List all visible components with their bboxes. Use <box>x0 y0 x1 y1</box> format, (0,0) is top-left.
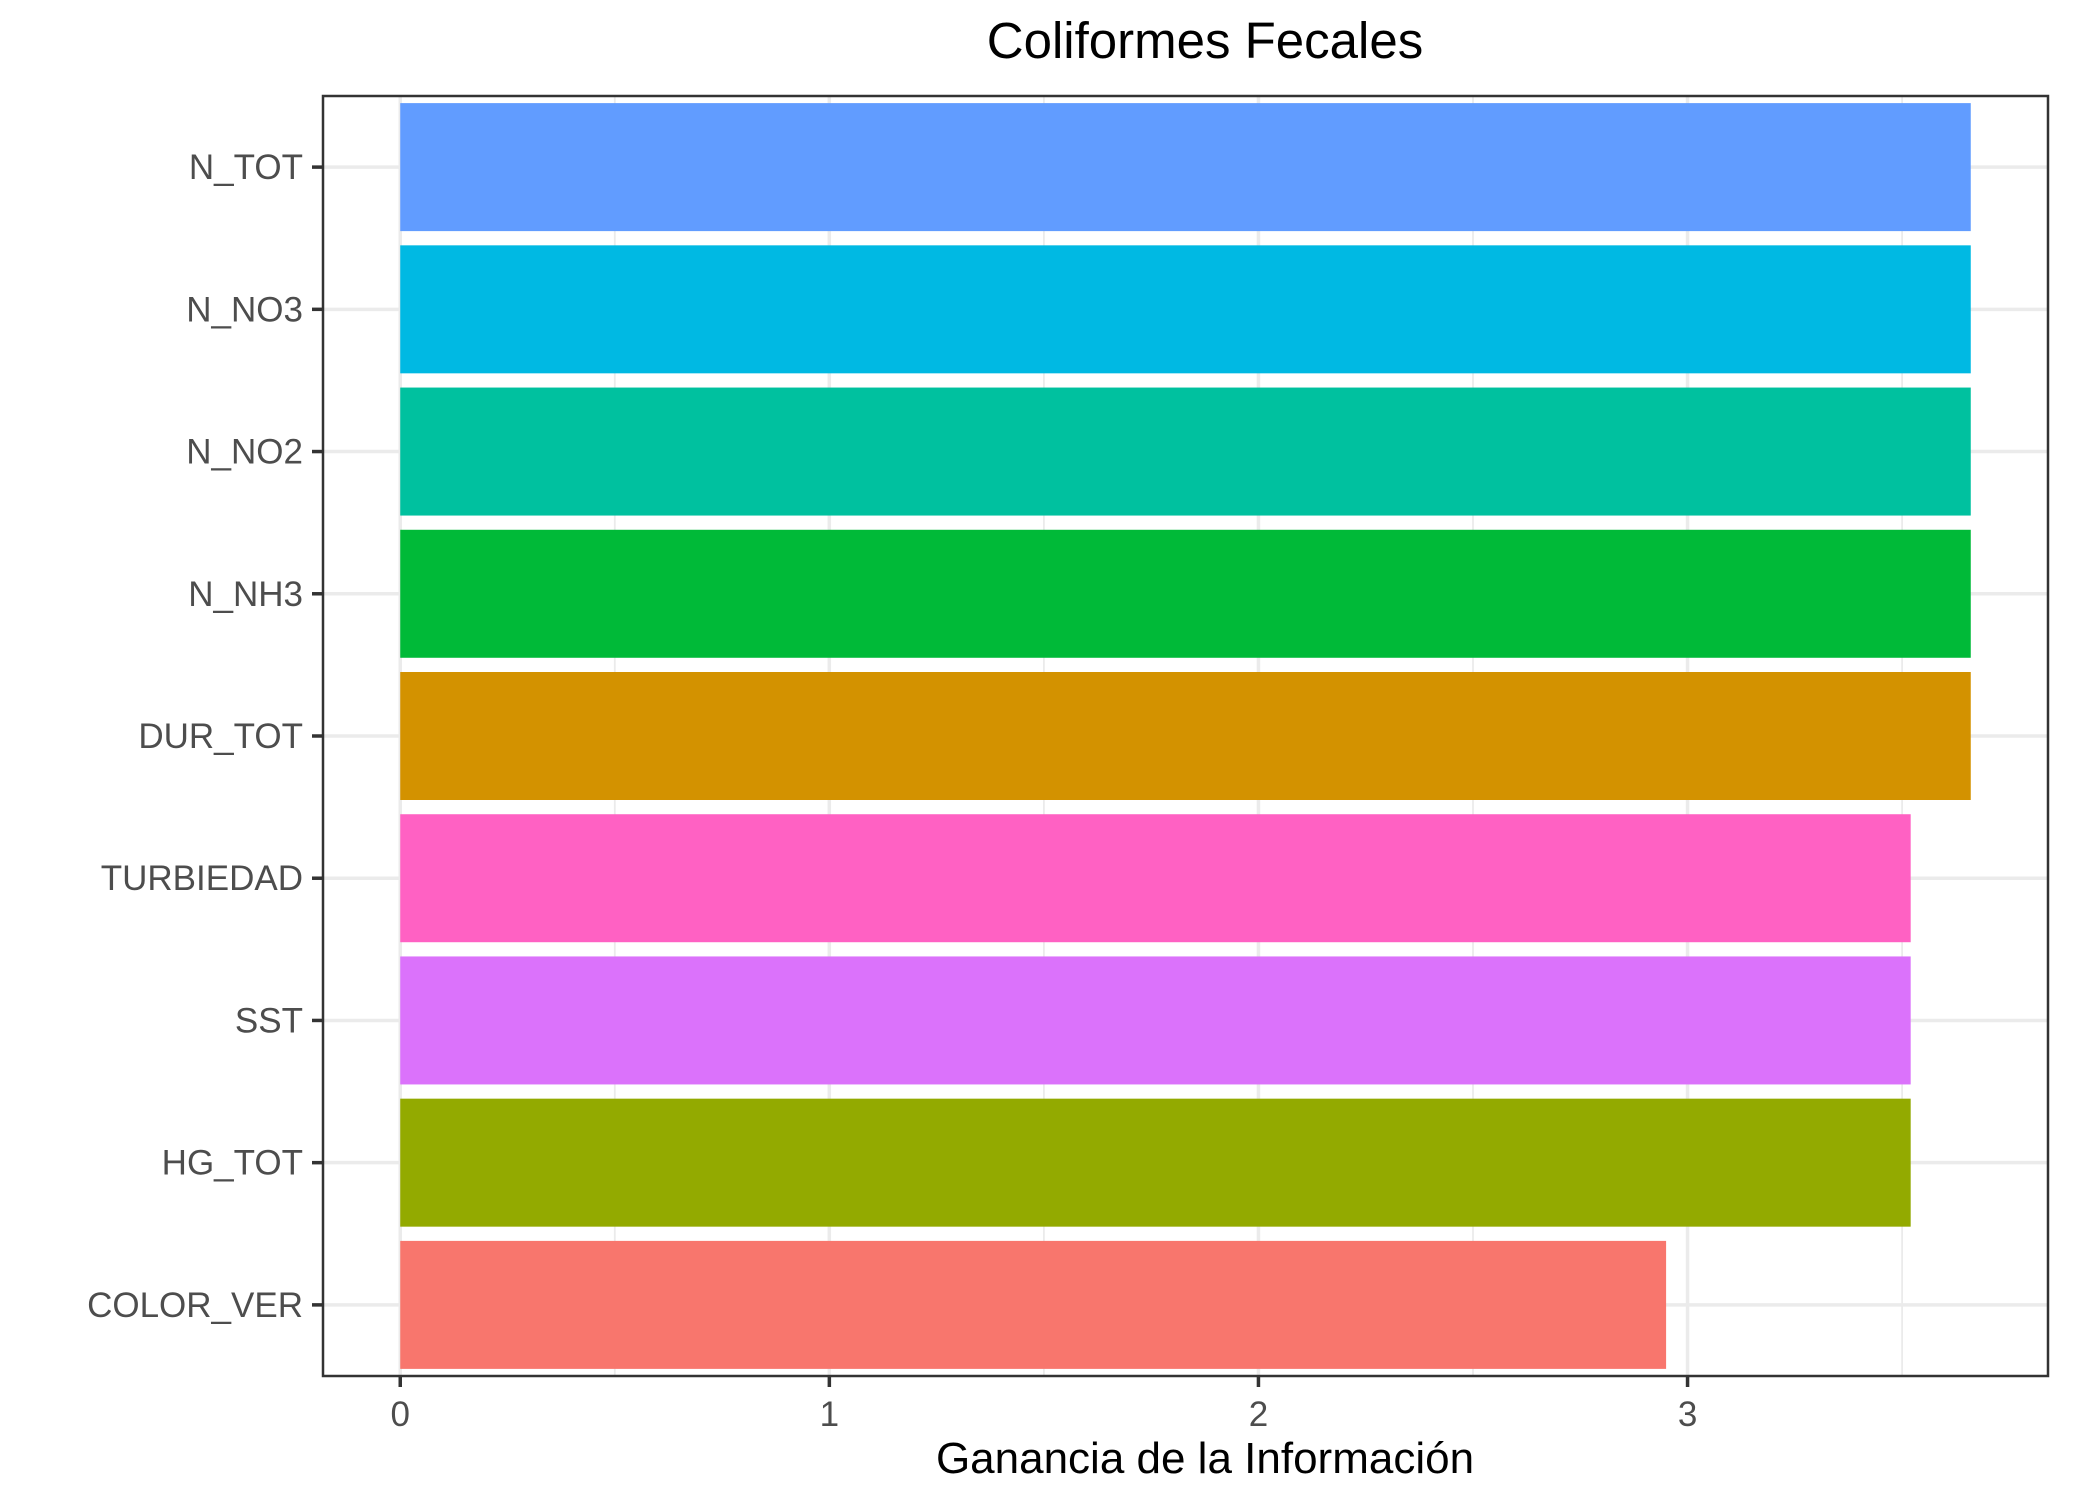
bar-sst <box>400 956 1911 1085</box>
x-tick-label: 2 <box>1249 1395 1268 1434</box>
x-tick-label: 1 <box>820 1395 839 1434</box>
x-axis-title: Ganancia de la Información <box>936 1434 1474 1483</box>
bar-n-nh3 <box>400 529 1971 658</box>
y-tick-label: N_TOT <box>189 148 303 187</box>
bar-hg-tot <box>400 1098 1911 1227</box>
y-tick-label: TURBIEDAD <box>101 859 303 898</box>
chart-title: Coliformes Fecales <box>987 12 1423 69</box>
x-axis: 0 1 2 3 <box>391 1376 1697 1434</box>
bar-color-ver <box>400 1240 1667 1369</box>
x-tick-label: 0 <box>391 1395 410 1434</box>
y-axis: N_TOT N_NO3 N_NO2 N_NH3 DUR_TOT TURBIEDAD SST H… <box>87 148 323 1325</box>
bar-n-tot <box>400 103 1971 232</box>
y-tick-label: SST <box>235 1001 303 1040</box>
bars <box>400 103 1971 1369</box>
y-tick-label: N_NO3 <box>186 290 303 329</box>
y-tick-label: N_NO2 <box>186 433 303 472</box>
bar-n-no2 <box>400 387 1971 516</box>
y-tick-label: COLOR_VER <box>87 1286 303 1325</box>
x-tick-label: 3 <box>1678 1395 1697 1434</box>
y-tick-label: DUR_TOT <box>138 717 303 756</box>
y-tick-label: N_NH3 <box>188 575 303 614</box>
bar-n-no3 <box>400 245 1971 374</box>
bar-dur-tot <box>400 672 1971 800</box>
y-tick-label: HG_TOT <box>162 1144 303 1183</box>
bar-turbiedad <box>400 814 1911 943</box>
